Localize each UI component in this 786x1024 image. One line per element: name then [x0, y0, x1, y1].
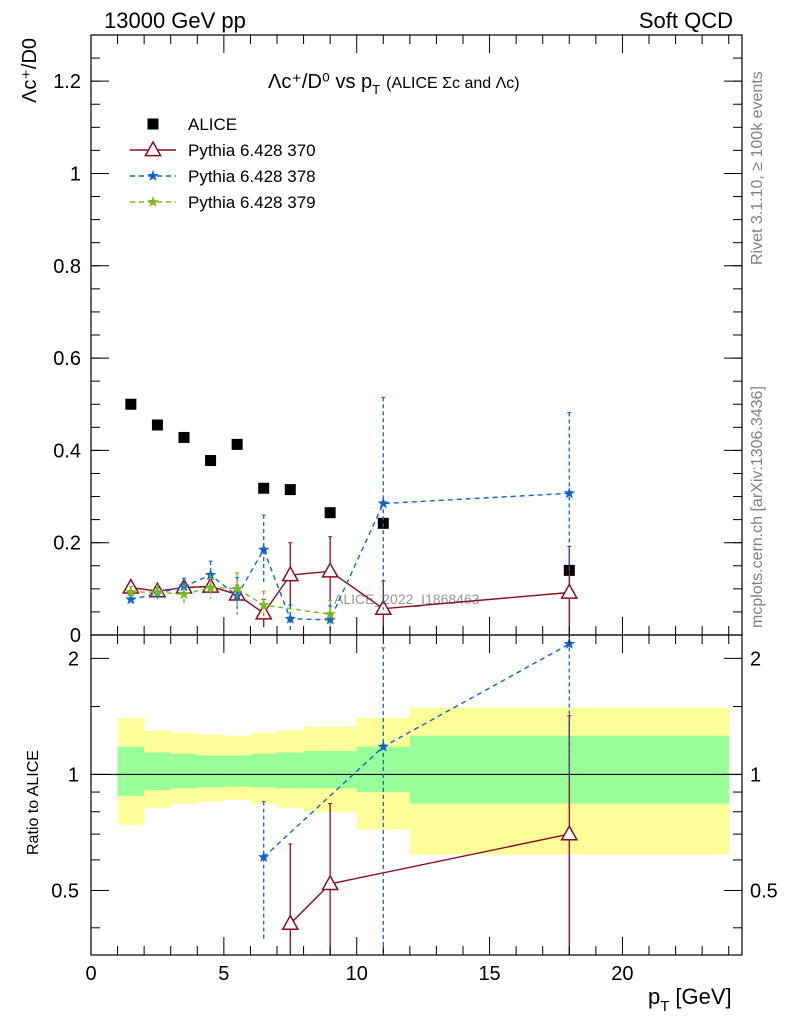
ratio-data-point: [321, 874, 340, 891]
ratio-ytick-label: 0.5: [51, 880, 79, 902]
main-ylabel: Λc⁺/D0: [19, 38, 41, 103]
data-point: [281, 565, 300, 582]
svg-text:Λc⁺/D⁰ vs pT(ALICE Σc and Λc): Λc⁺/D⁰ vs pT (ALICE Σc and Λc): [268, 71, 520, 97]
legend-label: Pythia 6.428 378: [188, 167, 316, 186]
data-point: [258, 599, 270, 610]
data-point: [204, 581, 217, 593]
plot-title-main: Λc⁺/D⁰ vs p: [268, 71, 372, 93]
ratio-data-point: [281, 914, 300, 931]
series-line: [130, 492, 570, 621]
header-left: 13000 GeV pp: [104, 8, 246, 33]
main-plot-marks: [121, 396, 579, 635]
data-point: [125, 398, 137, 410]
series-pythia-6-428-379: [125, 572, 336, 629]
axes: 0 0.2 0.4 0.6 0.8 1 1.2 0 5 10 15 20 0.5 0.5 1 1 2 2: [51, 34, 778, 985]
main-ytick-label: 0: [70, 625, 81, 647]
legend-marker: [147, 170, 159, 181]
legend-label: Pythia 6.428 379: [188, 193, 316, 212]
watermark-label: ALICE_2022_I1868463: [334, 591, 480, 607]
mcplots-label: mcplots.cern.ch [arXiv:1306.3436]: [749, 386, 766, 628]
ratio-xtick-label: 0: [85, 963, 96, 985]
inner-band-bin: [117, 746, 145, 796]
inner-band-bin: [144, 752, 172, 791]
inner-band-bin: [250, 753, 278, 788]
data-point: [560, 583, 579, 599]
data-point: [204, 569, 217, 580]
data-point: [377, 497, 389, 509]
series-alice: [125, 398, 575, 576]
x-axis-label-unit: [GeV]: [675, 984, 731, 1009]
ratio-ytick-label: 1: [68, 764, 79, 786]
data-point: [125, 586, 137, 597]
data-point: [178, 431, 190, 443]
legend-label: Pythia 6.428 370: [188, 141, 316, 160]
series-pythia-6-428-370: [121, 536, 579, 635]
legend-marker: [147, 118, 159, 130]
data-point: [205, 455, 217, 467]
inner-band-bin: [170, 753, 198, 789]
main-ytick-label: 1.2: [53, 71, 81, 93]
data-point: [284, 484, 296, 496]
data-point: [231, 582, 243, 594]
data-point: [125, 593, 137, 605]
plot-title-extra: (ALICE Σc and Λc): [386, 75, 520, 92]
ratio-data-point: [258, 851, 270, 863]
data-point: [324, 608, 336, 620]
plot-title-sub: T: [372, 82, 380, 97]
main-ytick-label: 0.6: [53, 348, 81, 370]
data-point: [151, 586, 164, 597]
data-point: [178, 588, 190, 600]
main-ytick-label: 1: [70, 163, 81, 185]
data-point: [324, 613, 336, 625]
legend-entry: Pythia 6.428 378: [130, 167, 316, 186]
ratio-ytick-label-right: 1: [750, 764, 761, 786]
legend-marker: [144, 140, 162, 157]
legend: ALICE Pythia 6.428 370 Pythia 6.428 378 Pyt…: [130, 115, 316, 212]
ratio-ytick-label: 2: [68, 648, 79, 670]
data-point: [231, 438, 243, 450]
x-axis-label-p: p: [648, 984, 660, 1009]
ratio-data-point: [560, 824, 579, 841]
ratio-xtick-label: 5: [218, 963, 229, 985]
ratio-ylabel: Ratio to ALICE: [25, 750, 42, 855]
legend-marker: [147, 196, 159, 207]
data-point: [324, 507, 336, 519]
data-point: [563, 487, 575, 499]
legend-label: ALICE: [188, 115, 237, 134]
rivet-label: Rivet 3.1.10, ≥ 100k events: [749, 71, 766, 265]
ratio-ytick-label-right: 0.5: [750, 880, 778, 902]
inner-band-bin: [303, 751, 358, 789]
inner-band-bin: [223, 755, 251, 787]
main-ytick-label: 0.4: [53, 440, 81, 462]
ratio-xtick-label: 10: [346, 963, 368, 985]
x-axis-label: pT [GeV]: [648, 984, 732, 1015]
ratio-xtick-label: 20: [611, 963, 633, 985]
main-ytick-label: 0.2: [53, 533, 81, 555]
inner-band-bin: [197, 755, 225, 788]
data-point: [151, 419, 163, 431]
legend-entry: ALICE: [147, 115, 237, 134]
series-line: [130, 570, 570, 615]
data-point: [258, 543, 270, 555]
header-right: Soft QCD: [639, 8, 733, 33]
ratio-ytick-label-right: 2: [750, 648, 761, 670]
ratio-xtick-label: 15: [478, 963, 500, 985]
ratio-plot-frame: [90, 634, 743, 956]
legend-entry: Pythia 6.428 379: [130, 193, 316, 212]
ratio-data-point: [377, 740, 389, 752]
data-point: [321, 561, 340, 578]
data-point: [284, 612, 296, 624]
main-ytick-label: 0.8: [53, 256, 81, 278]
ratio-plot-marks: [258, 635, 579, 955]
plot-title: Λc⁺/D⁰ vs pT (ALICE Σc and Λc): [268, 71, 520, 97]
ratio-uncertainty-bands: [117, 707, 730, 855]
svg-text:Λc⁺/D0: Λc⁺/D0: [19, 38, 41, 103]
legend-entry: Pythia 6.428 370: [130, 140, 316, 160]
inner-band-bin: [277, 752, 305, 789]
main-ylabel-text: Λc⁺/D0: [19, 38, 41, 103]
x-axis-label-sub: T: [660, 998, 669, 1015]
data-point: [254, 603, 273, 620]
data-point: [258, 482, 270, 494]
